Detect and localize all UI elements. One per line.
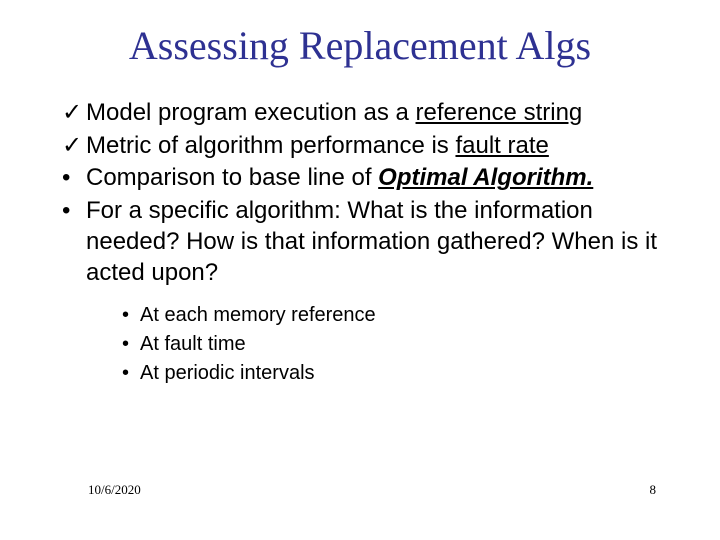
bullet-text: Comparison to base line of Optimal Algor… [86,163,672,194]
footer-date: 10/6/2020 [88,482,141,498]
bullet-text: Metric of algorithm performance is fault… [86,131,672,162]
bullet-item: ✓ Metric of algorithm performance is fau… [62,131,672,162]
footer-page-number: 8 [650,482,657,498]
text-segment: Comparison to base line of [86,164,378,191]
text-segment: Metric of algorithm performance is [86,132,455,159]
bullet-text: Model program execution as a reference s… [86,98,672,129]
text-segment: Model program execution as a [86,99,416,126]
check-icon: ✓ [62,98,86,129]
check-icon: ✓ [62,131,86,162]
emphasized-term: Optimal Algorithm. [378,164,593,191]
bullet-icon: • [122,360,140,387]
sub-bullet-text: At each memory reference [140,302,672,329]
underlined-term: reference string [416,99,583,126]
bullet-icon: • [62,196,86,227]
sub-bullet-item: • At periodic intervals [122,360,672,387]
sub-bullet-text: At periodic intervals [140,360,672,387]
text-segment: For a specific algorithm: What is the in… [86,197,657,285]
main-bullet-list: ✓ Model program execution as a reference… [62,98,672,389]
bullet-item: ✓ Model program execution as a reference… [62,98,672,129]
slide-title: Assessing Replacement Algs [0,24,720,68]
sub-bullet-text: At fault time [140,331,672,358]
bullet-text: For a specific algorithm: What is the in… [86,196,672,288]
sub-bullet-item: • At each memory reference [122,302,672,329]
bullet-icon: • [122,331,140,358]
sub-bullet-item: • At fault time [122,331,672,358]
bullet-icon: • [122,302,140,329]
bullet-icon: • [62,163,86,194]
slide: Assessing Replacement Algs ✓ Model progr… [0,0,720,540]
underlined-term: fault rate [455,132,548,159]
sub-bullet-list: • At each memory reference • At fault ti… [122,302,672,387]
bullet-item: • For a specific algorithm: What is the … [62,196,672,288]
bullet-item: • Comparison to base line of Optimal Alg… [62,163,672,194]
